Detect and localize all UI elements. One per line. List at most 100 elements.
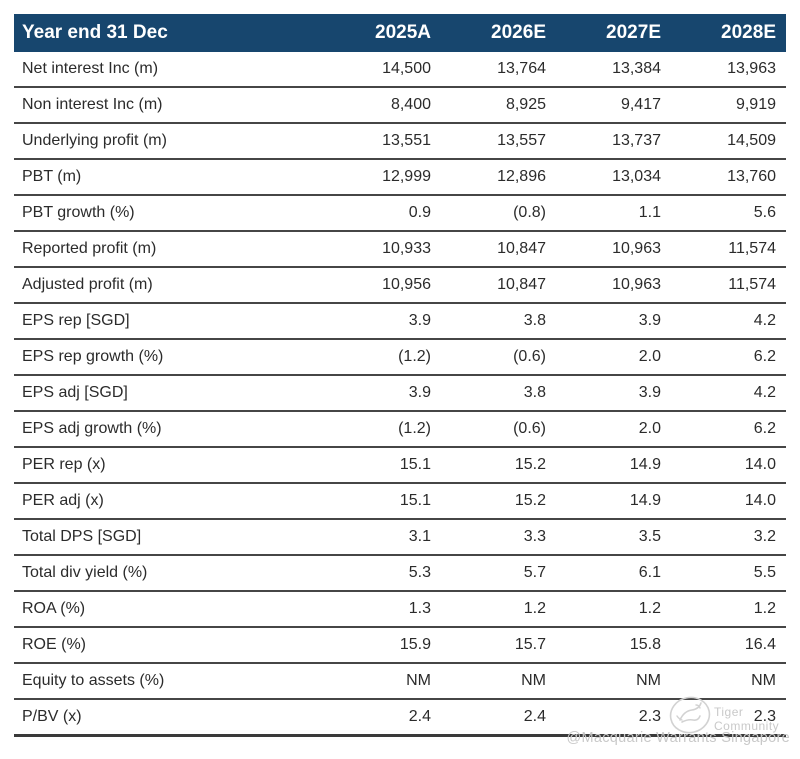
row-value: 5.6: [671, 195, 786, 232]
row-value: 14.9: [556, 447, 671, 484]
row-value: 3.9: [556, 303, 671, 340]
table-row: PBT growth (%) 0.9 (0.8) 1.1 5.6: [14, 195, 786, 232]
row-value: 3.9: [556, 375, 671, 412]
row-label: ROA (%): [14, 591, 326, 628]
row-value: 3.5: [556, 519, 671, 556]
row-value: 1.1: [556, 195, 671, 232]
row-value: 1.3: [326, 591, 441, 628]
row-value: 2.4: [441, 699, 556, 737]
row-value: 6.1: [556, 555, 671, 592]
financial-summary-table: Year end 31 Dec 2025A 2026E 2027E 2028E …: [14, 14, 786, 737]
row-value: 13,737: [556, 123, 671, 160]
row-value: 6.2: [671, 411, 786, 448]
row-value: 15.8: [556, 627, 671, 664]
row-value: 13,557: [441, 123, 556, 160]
row-value: 9,417: [556, 87, 671, 124]
row-value: 12,896: [441, 159, 556, 196]
row-value: 15.1: [326, 447, 441, 484]
row-value: 13,384: [556, 52, 671, 88]
row-label: PER adj (x): [14, 483, 326, 520]
row-value: NM: [326, 663, 441, 700]
row-value: 15.2: [441, 447, 556, 484]
row-label: PER rep (x): [14, 447, 326, 484]
table-row: Total DPS [SGD] 3.1 3.3 3.5 3.2: [14, 519, 786, 556]
row-value: 4.2: [671, 303, 786, 340]
row-value: 14.9: [556, 483, 671, 520]
row-value: NM: [441, 663, 556, 700]
row-value: 2.4: [326, 699, 441, 737]
row-value: 3.9: [326, 375, 441, 412]
row-value: 3.1: [326, 519, 441, 556]
row-value: 10,963: [556, 267, 671, 304]
row-label: Non interest Inc (m): [14, 87, 326, 124]
row-label: EPS rep growth (%): [14, 339, 326, 376]
row-value: 15.7: [441, 627, 556, 664]
row-value: (0.8): [441, 195, 556, 232]
row-value: 5.3: [326, 555, 441, 592]
row-label: Total div yield (%): [14, 555, 326, 592]
row-value: 2.0: [556, 411, 671, 448]
row-value: 1.2: [441, 591, 556, 628]
row-value: 13,764: [441, 52, 556, 88]
header-column-2026E: 2026E: [441, 14, 556, 52]
row-value: 13,551: [326, 123, 441, 160]
row-value: 10,963: [556, 231, 671, 268]
table-row: Adjusted profit (m) 10,956 10,847 10,963 11,…: [14, 267, 786, 304]
header-column-2025A: 2025A: [326, 14, 441, 52]
row-value: 14,500: [326, 52, 441, 88]
row-value: 5.5: [671, 555, 786, 592]
row-value: 15.1: [326, 483, 441, 520]
table-row: Reported profit (m) 10,933 10,847 10,963 11,…: [14, 231, 786, 268]
table-row: PER adj (x) 15.1 15.2 14.9 14.0: [14, 483, 786, 520]
row-value: 8,925: [441, 87, 556, 124]
header-column-2027E: 2027E: [556, 14, 671, 52]
header-year-end-label: Year end 31 Dec: [14, 14, 326, 52]
row-value: 16.4: [671, 627, 786, 664]
table-row: Net interest Inc (m) 14,500 13,764 13,384 13…: [14, 52, 786, 88]
row-value: 14.0: [671, 483, 786, 520]
row-label: P/BV (x): [14, 699, 326, 737]
table-body: Net interest Inc (m) 14,500 13,764 13,384 13…: [14, 52, 786, 737]
table-row: ROA (%) 1.3 1.2 1.2 1.2: [14, 591, 786, 628]
row-value: NM: [671, 663, 786, 700]
table-row: EPS adj growth (%) (1.2) (0.6) 2.0 6.2: [14, 411, 786, 448]
row-value: 13,760: [671, 159, 786, 196]
table-row: EPS rep [SGD] 3.9 3.8 3.9 4.2: [14, 303, 786, 340]
header-column-2028E: 2028E: [671, 14, 786, 52]
row-label: EPS adj growth (%): [14, 411, 326, 448]
row-value: 1.2: [671, 591, 786, 628]
row-value: 11,574: [671, 267, 786, 304]
row-value: 3.2: [671, 519, 786, 556]
table-row: Non interest Inc (m) 8,400 8,925 9,417 9,919: [14, 87, 786, 124]
row-value: 15.9: [326, 627, 441, 664]
row-value: 6.2: [671, 339, 786, 376]
row-value: (0.6): [441, 411, 556, 448]
row-value: 13,034: [556, 159, 671, 196]
row-value: 2.3: [556, 699, 671, 737]
table-row: P/BV (x) 2.4 2.4 2.3 2.3: [14, 699, 786, 737]
row-value: 4.2: [671, 375, 786, 412]
row-value: 2.0: [556, 339, 671, 376]
row-value: 3.8: [441, 375, 556, 412]
row-value: 14,509: [671, 123, 786, 160]
row-value: 9,919: [671, 87, 786, 124]
row-value: 12,999: [326, 159, 441, 196]
row-label: PBT (m): [14, 159, 326, 196]
table-row: Equity to assets (%) NM NM NM NM: [14, 663, 786, 700]
row-label: PBT growth (%): [14, 195, 326, 232]
row-label: Equity to assets (%): [14, 663, 326, 700]
row-value: 10,933: [326, 231, 441, 268]
row-value: 15.2: [441, 483, 556, 520]
row-value: 3.9: [326, 303, 441, 340]
table-header-row: Year end 31 Dec 2025A 2026E 2027E 2028E: [14, 14, 786, 52]
row-label: ROE (%): [14, 627, 326, 664]
table-row: Underlying profit (m) 13,551 13,557 13,737 1…: [14, 123, 786, 160]
row-value: 10,956: [326, 267, 441, 304]
row-label: Reported profit (m): [14, 231, 326, 268]
table-row: EPS adj [SGD] 3.9 3.8 3.9 4.2: [14, 375, 786, 412]
row-value: 8,400: [326, 87, 441, 124]
row-value: 13,963: [671, 52, 786, 88]
table-row: EPS rep growth (%) (1.2) (0.6) 2.0 6.2: [14, 339, 786, 376]
row-label: EPS rep [SGD]: [14, 303, 326, 340]
